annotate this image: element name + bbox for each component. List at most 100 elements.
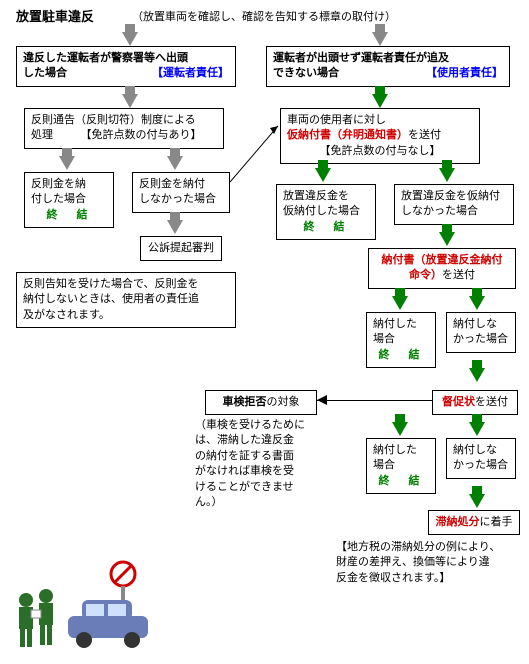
end-label: 終 結 — [373, 348, 429, 363]
end-label: 終 結 — [31, 208, 107, 223]
text: 反則金を納付 — [139, 177, 223, 192]
syaken-label: 車検拒否 — [223, 396, 267, 408]
arrow-stem — [442, 160, 452, 168]
arrow-stem — [125, 24, 135, 32]
right-order-box: 納付書（放置違反金納付 命令）を送付 — [368, 248, 516, 289]
text: に着手 — [480, 516, 513, 528]
text: ん。） — [195, 495, 325, 510]
left-notpaid-box: 反則金を納付 しなかった場合 — [132, 172, 230, 213]
syaken-note: （車検を受けるために は、滞納した違反金 の納付を証する書面 がなければ車検を受… — [195, 418, 325, 510]
text: 付した場合 — [31, 192, 107, 207]
right-notpaid2-box: 納付しな かった場合 — [446, 312, 516, 353]
arrow-stem — [170, 212, 180, 220]
text: 運転者が出頭せず運転者責任が追及 — [273, 52, 449, 64]
text: 及がなされます。 — [23, 308, 229, 323]
arrow-left — [317, 395, 327, 405]
text: かった場合 — [453, 332, 509, 347]
text: 場合 — [373, 458, 429, 473]
left-proc-box: 反則通告（反則切符）制度による 処理 【免許点数の付与あり】 — [24, 108, 224, 149]
right-send-box: 車両の使用者に対し 仮納付書（弁明通知書）を送付 【免許点数の付与なし】 — [280, 108, 480, 164]
text: できない場合 — [273, 67, 339, 79]
arrow-stem — [62, 148, 72, 156]
text: 納付しないときは、使用者の責任追 — [23, 292, 229, 307]
final-note: 【地方税の滞納処分の例により、 財産の差押え、換価等により違 反金を徴収されます… — [336, 540, 526, 586]
disposition-label: 滞納処分 — [436, 516, 480, 528]
text: した場合 — [23, 67, 67, 79]
arrow-stem — [472, 288, 482, 296]
text: 反金を徴収されます。】 — [336, 571, 526, 586]
arrow-down — [469, 494, 485, 508]
text: 納付しな — [453, 443, 509, 458]
right-paid2-box: 納付した 場合 終 結 — [366, 312, 436, 368]
text: を送付 — [442, 269, 475, 281]
text: 処理 【免許点数の付与あり】 — [31, 128, 217, 143]
text: 反則金を納 — [31, 177, 107, 192]
arrow-down — [372, 32, 388, 46]
text: の対象 — [267, 396, 300, 408]
text: かった場合 — [453, 458, 509, 473]
arrow-down — [122, 32, 138, 46]
text-red: 命令） — [409, 269, 442, 281]
disposition-box: 滞納処分に着手 — [428, 510, 520, 535]
end-label: 終 結 — [373, 474, 429, 489]
right-notpaid3-box: 納付しな かった場合 — [446, 438, 516, 479]
text: を送付 — [475, 396, 508, 408]
text: 仮納付した場合 — [283, 204, 369, 219]
text: 場合 — [373, 332, 429, 347]
syaken-box: 車検拒否の対象 — [205, 390, 317, 415]
text: 財産の差押え、換価等により違 — [336, 555, 526, 570]
right-paid3-box: 納付した 場合 終 結 — [366, 438, 436, 494]
left-header-box: 違反した運転者が警察署等へ出頭 した場合【運転者責任】 — [16, 46, 236, 87]
text: は、滞納した違反金 — [195, 433, 325, 448]
text: しなかった場合 — [139, 192, 223, 207]
text: 納付しな — [453, 317, 509, 332]
arrow-down — [439, 232, 455, 246]
arrow-down — [59, 156, 75, 170]
parking-illustration — [8, 556, 168, 656]
arrow-stem — [442, 224, 452, 232]
right-header-box: 運転者が出頭せず運転者責任が追及 できない場合【使用者責任】 — [266, 46, 510, 87]
arrow-stem — [472, 414, 482, 422]
text: の納付を証する書面 — [195, 449, 325, 464]
text: しなかった場合 — [401, 204, 507, 219]
text: 反則通告（反則切符）制度による — [31, 113, 217, 128]
arrow-stem — [318, 160, 328, 168]
text: 納付した — [373, 317, 429, 332]
arrow-stem — [375, 86, 385, 94]
left-trial-box: 公訴提起審判 — [140, 236, 222, 261]
dunning-box: 督促状を送付 — [432, 390, 518, 415]
text-red: 納付書（放置違反金納付 — [382, 254, 503, 266]
arrow-stem — [395, 414, 405, 422]
text: 反則告知を受けた場合で、反則金を — [23, 277, 229, 292]
dunning-label: 督促状 — [442, 396, 475, 408]
arrow-down — [469, 368, 485, 382]
arrow-stem — [125, 86, 135, 94]
text: 【地方税の滞納処分の例により、 — [336, 540, 526, 555]
arrow-down — [167, 220, 183, 234]
main-title: 放置駐車違反 — [16, 6, 94, 25]
arrow-down — [469, 422, 485, 436]
arrow-stem — [395, 288, 405, 296]
text: がなければ車検を受 — [195, 464, 325, 479]
text: けることができませ — [195, 480, 325, 495]
text: を送付 — [408, 129, 441, 141]
arrow-down — [392, 296, 408, 310]
main-subtitle: （放置車両を確認し、確認を告知する標章の取付け） — [132, 8, 396, 24]
text: （車検を受けるために — [195, 418, 325, 433]
right-notpaid1-box: 放置違反金を仮納付 しなかった場合 — [394, 184, 514, 225]
arrow-down — [372, 94, 388, 108]
end-label: 終 結 — [283, 220, 369, 235]
arrow-down — [167, 156, 183, 170]
text: 放置違反金を仮納付 — [401, 189, 507, 204]
text-red: 仮納付書（弁明通知書） — [287, 129, 408, 141]
arrow-down — [122, 94, 138, 108]
left-paid-box: 反則金を納 付した場合 終 結 — [24, 172, 114, 228]
right-paid1-box: 放置違反金を 仮納付した場合 終 結 — [276, 184, 376, 240]
text: 【免許点数の付与なし】 — [287, 144, 473, 159]
arrow-down — [439, 168, 455, 182]
arrow-stem — [472, 486, 482, 494]
diagonal-arrow — [230, 124, 280, 184]
text: 違反した運転者が警察署等へ出頭 — [23, 52, 188, 64]
arrow-stem — [472, 360, 482, 368]
arrow-down — [392, 422, 408, 436]
